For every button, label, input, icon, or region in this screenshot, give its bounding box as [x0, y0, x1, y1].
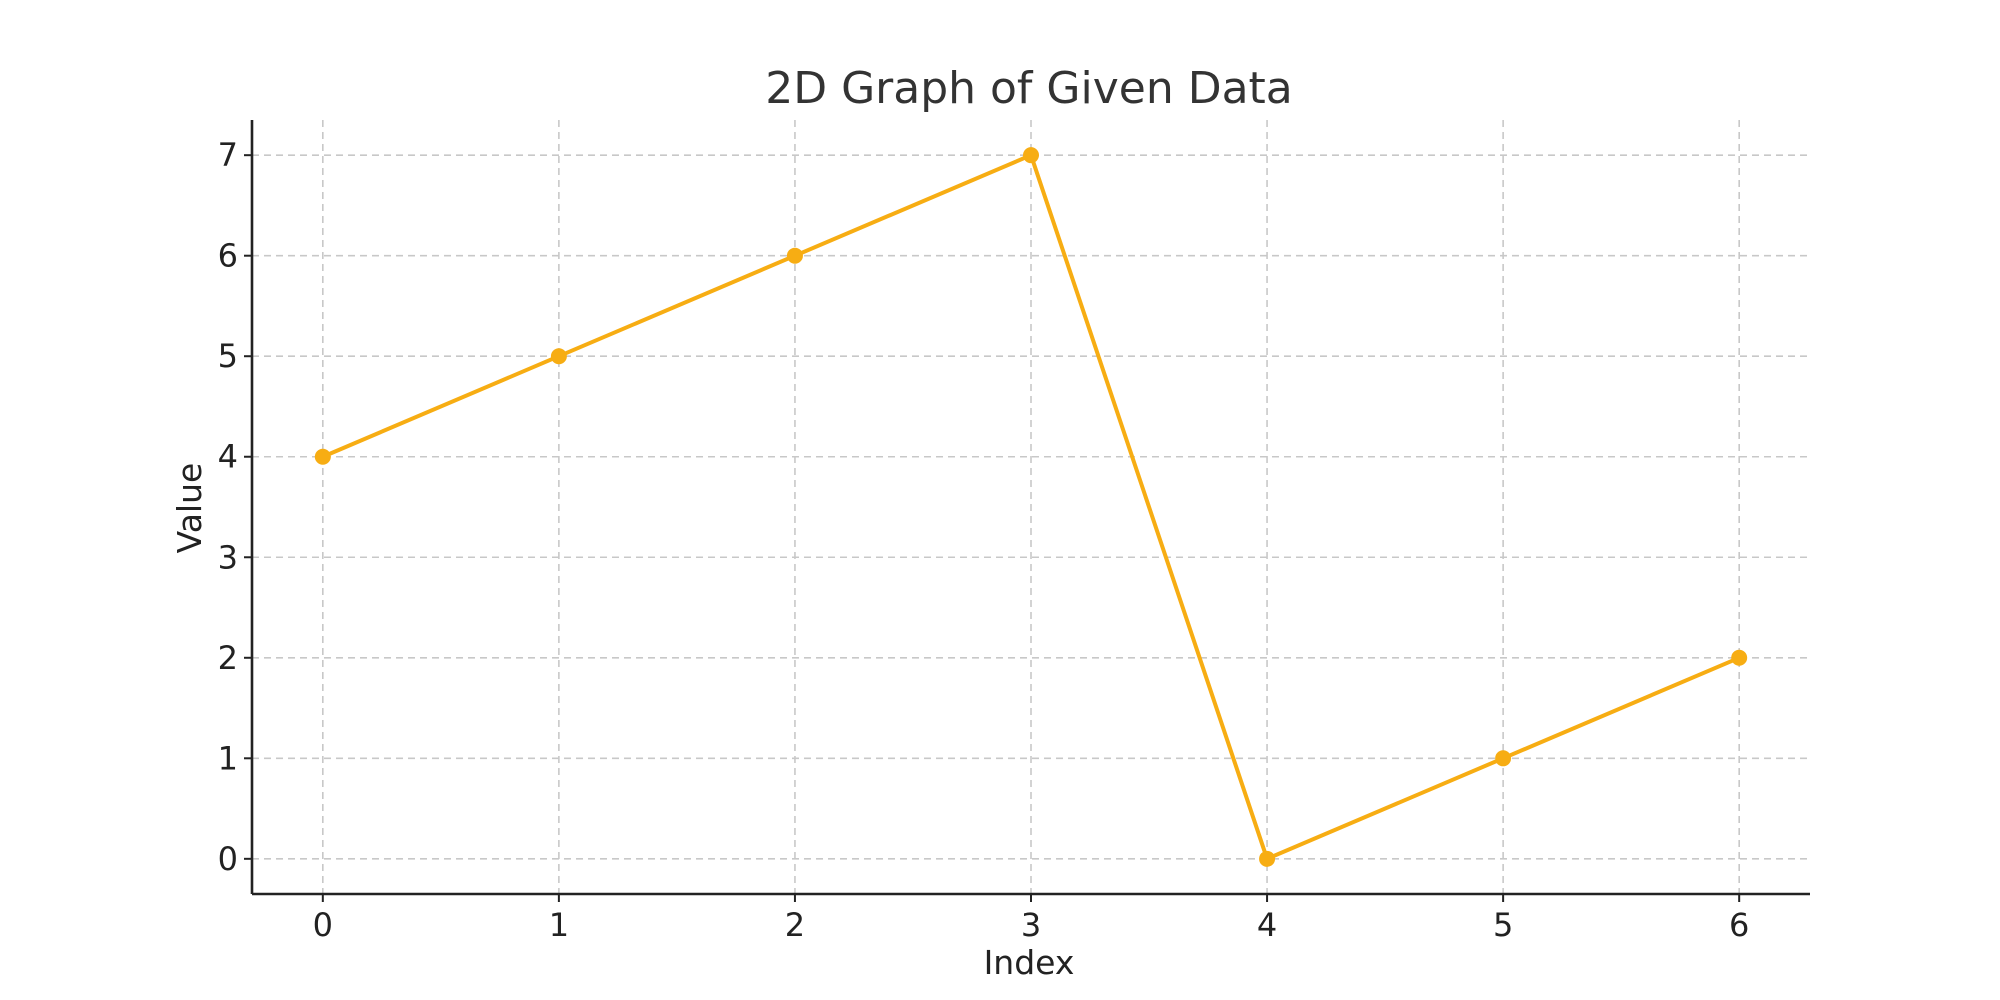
data-point-3 [1023, 147, 1039, 164]
x-tick-label-5: 5 [1493, 906, 1513, 944]
x-tick-label-0: 0 [313, 906, 333, 944]
x-tick-label-4: 4 [1257, 906, 1277, 944]
x-tick-label-1: 1 [549, 906, 569, 944]
y-tick-label-7: 7 [218, 136, 238, 174]
y-tick-label-0: 0 [218, 840, 238, 878]
data-point-1 [550, 348, 567, 365]
y-tick-label-6: 6 [218, 237, 238, 275]
data-point-4 [1259, 850, 1276, 867]
x-tick-label-3: 3 [1021, 906, 1041, 944]
y-axis-label: Value [170, 463, 209, 554]
data-point-0 [314, 448, 331, 465]
y-tick-label-3: 3 [218, 538, 238, 576]
x-tick-label-2: 2 [785, 906, 805, 944]
y-axis-ticks: 0 1 2 3 4 5 6 7 [218, 136, 252, 878]
data-point-6 [1731, 649, 1748, 666]
chart-title: 2D Graph of Given Data [765, 63, 1293, 114]
x-axis-label: Index [984, 943, 1075, 982]
x-axis-ticks: 0 1 2 3 4 5 6 [313, 894, 1749, 944]
data-point-5 [1495, 750, 1512, 767]
y-tick-label-4: 4 [218, 438, 238, 476]
y-tick-label-5: 5 [218, 337, 238, 375]
grid [252, 120, 1810, 894]
y-tick-label-2: 2 [218, 639, 238, 677]
x-tick-label-6: 6 [1729, 906, 1749, 944]
series-group [314, 147, 1748, 867]
y-tick-label-1: 1 [218, 739, 238, 777]
data-point-2 [786, 247, 803, 264]
